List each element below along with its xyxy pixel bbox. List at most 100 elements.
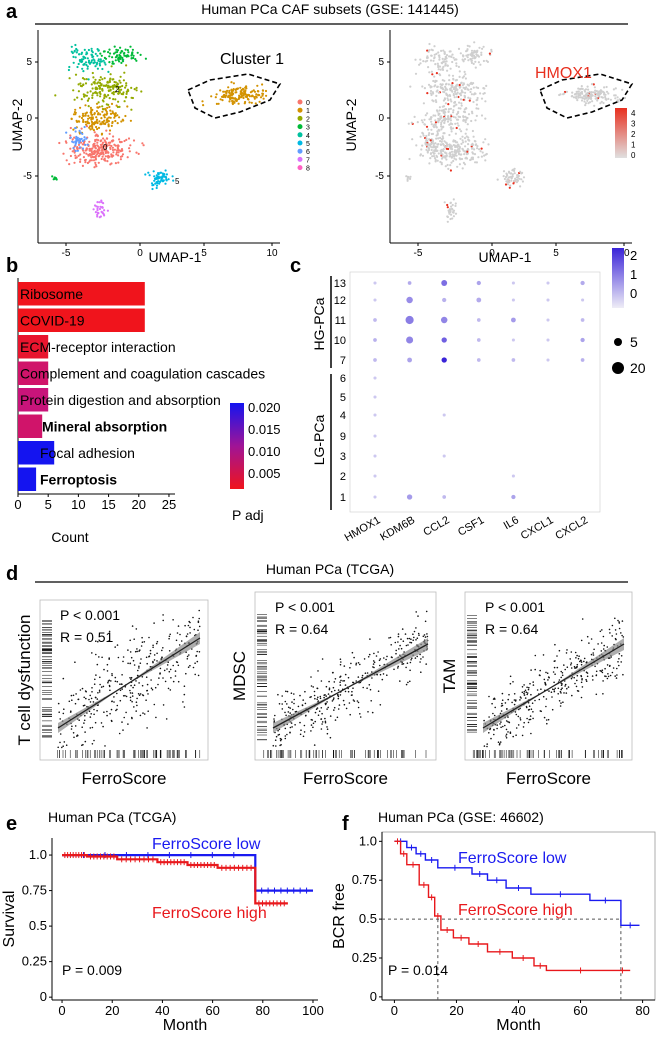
- scatter-point: [315, 708, 318, 710]
- scatter-point: [111, 674, 113, 677]
- umap-cell-dot: [437, 68, 440, 71]
- umap-cell-dot: [586, 93, 589, 96]
- scatter-point: [517, 724, 520, 726]
- umap-cell-dot: [449, 153, 452, 156]
- scatter-point: [606, 677, 609, 680]
- umap-cell-dot: [457, 124, 460, 127]
- umap-cell-dot: [459, 85, 462, 89]
- panel-b-letter: b: [6, 255, 18, 277]
- umap-cell-dot: [135, 59, 138, 62]
- umap-cell-dot: [160, 176, 163, 179]
- dot-row-label: 1: [340, 492, 346, 504]
- umap-cell-dot: [447, 83, 450, 86]
- scatter-point: [399, 680, 401, 682]
- scatter-point: [500, 710, 503, 712]
- scatter-point: [416, 637, 419, 639]
- scatter-point: [419, 653, 421, 656]
- umap-cell-dot: [121, 153, 125, 156]
- fit-line: [57, 637, 201, 729]
- umap-cell-dot: [129, 45, 132, 48]
- kegg-term-label: COVID-19: [20, 313, 85, 329]
- scatter-point: [525, 691, 528, 693]
- umap-cell-dot: [444, 108, 448, 111]
- scatter-point: [168, 637, 170, 640]
- umap-cell-dot: [257, 93, 260, 96]
- scatter-point: [286, 733, 288, 736]
- umap-cell-dot: [118, 105, 121, 108]
- scatter-point: [343, 665, 346, 667]
- scatter-point: [404, 633, 407, 635]
- umap-cell-dot: [105, 103, 108, 106]
- scatter-point: [410, 638, 412, 640]
- x-tick-label: 5: [201, 248, 207, 259]
- umap-cell-dot: [126, 54, 129, 57]
- umap-cell-dot: [77, 120, 80, 123]
- umap-cell-dot: [228, 96, 231, 100]
- scatter-point: [334, 689, 336, 692]
- scatter-point: [130, 678, 132, 680]
- scatter-point: [525, 706, 528, 709]
- umap-cell-dot: [459, 107, 462, 110]
- umap-cell-dot: [419, 58, 422, 61]
- scatter-point: [148, 655, 150, 658]
- umap-cell-dot: [604, 97, 607, 101]
- umap-cell-dot: [233, 101, 236, 104]
- umap-cell-dot: [474, 60, 477, 63]
- umap-cell-dot: [444, 89, 447, 92]
- umap-cell-dot: [484, 100, 487, 103]
- umap-cell-dot: [75, 135, 78, 138]
- umap-cell-dot: [447, 108, 451, 111]
- umap-cell-dot: [112, 87, 115, 90]
- dot-point: [511, 338, 515, 342]
- km-x-tick-label: 80: [256, 1003, 270, 1018]
- scatter-point: [521, 691, 524, 694]
- umap-cell-dot: [456, 91, 459, 94]
- scatter-point: [101, 656, 103, 659]
- umap-cell-dot: [438, 129, 441, 132]
- umap-cell-dot: [469, 97, 472, 100]
- umap-cell-dot: [101, 120, 104, 124]
- dot-point: [511, 494, 516, 500]
- umap-cell-dot: [100, 83, 103, 86]
- scatter-point: [563, 692, 565, 694]
- umap-cell-dot: [462, 59, 465, 62]
- umap-cell-dot: [587, 102, 590, 105]
- umap-cell-dot: [202, 104, 205, 107]
- scatter-point: [544, 682, 547, 684]
- umap-cell-dot: [231, 91, 234, 94]
- umap-cell-dot: [74, 140, 77, 143]
- umap-cell-dot: [466, 88, 469, 91]
- umap-cell-dot: [74, 56, 77, 59]
- umap-cell-dot: [504, 183, 508, 186]
- legend-label: 4: [306, 133, 310, 140]
- umap-cell-dot: [583, 100, 586, 103]
- scatter-point: [279, 744, 281, 747]
- umap-cell-dot: [613, 94, 616, 97]
- umap-cell-dot: [452, 144, 455, 147]
- scatter-point: [304, 702, 307, 705]
- umap-cell-dot: [70, 117, 73, 121]
- umap-cell-dot: [461, 84, 464, 87]
- umap-cell-dot: [157, 173, 160, 176]
- umap-cell-dot: [237, 102, 240, 105]
- umap-cell-dot: [484, 138, 487, 141]
- umap-cell-dot: [95, 116, 98, 119]
- scatter-point: [347, 690, 350, 693]
- scatter-point: [499, 742, 501, 745]
- scatter-point: [278, 703, 281, 705]
- umap-cell-dot: [159, 171, 163, 174]
- umap-cell-dot: [75, 51, 78, 54]
- umap-cell-dot: [453, 87, 456, 90]
- scatter-point: [70, 694, 73, 697]
- scatter-point: [131, 692, 134, 694]
- umap-cell-dot: [595, 90, 599, 93]
- umap-cell-dot: [235, 99, 238, 103]
- umap-cell-dot: [450, 150, 454, 153]
- umap-cell-dot: [110, 139, 114, 142]
- umap-cell-dot: [100, 199, 103, 202]
- umap-cell-dot: [454, 122, 457, 125]
- umap-cell-dot: [123, 139, 126, 143]
- umap-cell-dot: [120, 120, 123, 123]
- umap-cell-dot: [579, 92, 582, 95]
- umap-cell-dot: [91, 147, 94, 150]
